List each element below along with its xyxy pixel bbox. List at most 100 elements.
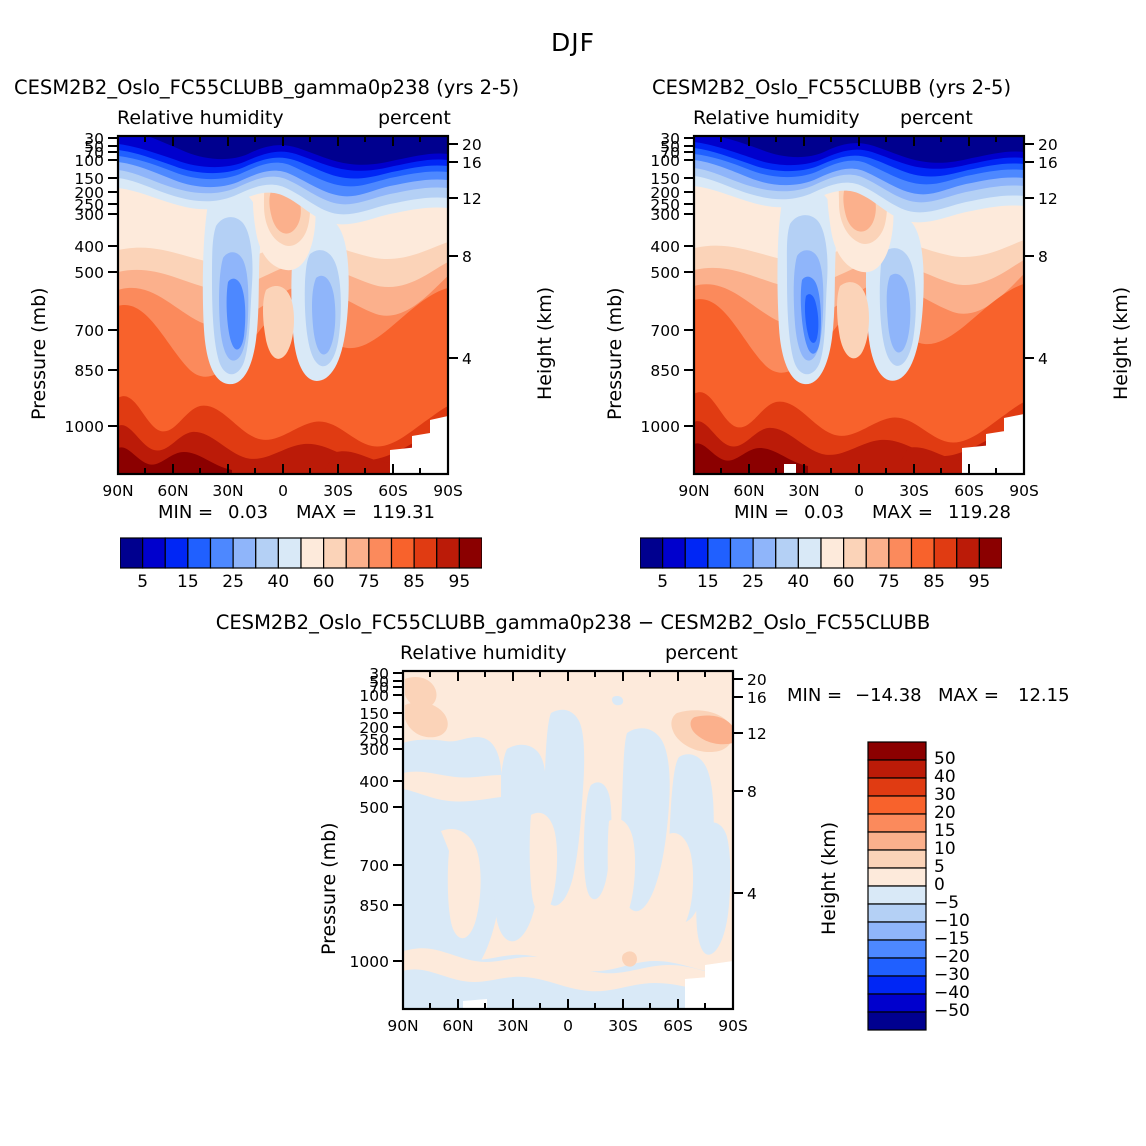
colorbar-tick-label: 60 [312, 572, 335, 592]
y-tick-700-top-right: 700 [650, 322, 680, 340]
season-title: DJF [550, 28, 595, 57]
colorbar-cell [933, 537, 958, 569]
colorbar-cell [323, 537, 347, 569]
colorbar-cell [232, 537, 257, 569]
colorbar-cell [865, 537, 890, 569]
max-value-bottom: 12.15 [1018, 685, 1070, 706]
y-axis-ticks-top-left [108, 137, 118, 427]
y-tick-300-top-left: 300 [74, 206, 104, 224]
colorbar-tick-label: 40 [787, 572, 810, 592]
x-tick-60S-bottom: 60S [663, 1017, 693, 1035]
y-tick-50-top-left: 50 [84, 138, 104, 156]
colorbar-cell [956, 537, 980, 569]
max-label-top-left: MAX = [296, 502, 357, 523]
colorbar-cell [867, 777, 927, 797]
x-tick-0-top-right: 0 [854, 482, 864, 500]
variable-label-bottom: Relative humidity [400, 642, 567, 664]
colorbar-cell [164, 537, 189, 569]
colorbar-vertical-labels: 50 40 30 20 15 10 5 0 −5 −10 −15 −20 −30 −40 −50 [934, 740, 1014, 1032]
colorbar-tick-label: −10 [934, 911, 970, 931]
y2-tick-4-top-left: 4 [462, 350, 472, 368]
variable-label-top-right: Relative humidity [693, 107, 860, 129]
colorbar-cell [978, 537, 1002, 569]
colorbar-cell [209, 537, 234, 569]
colorbar-cell [752, 537, 777, 569]
y-tick-1000-top-right: 1000 [640, 418, 680, 436]
colorbar-top-left[interactable] [120, 536, 482, 570]
colorbar-tick-label: −5 [934, 893, 960, 913]
colorbar-labels-top-right: 5 15 25 40 60 75 85 95 [640, 572, 1002, 598]
colorbar-cell [820, 537, 845, 569]
colorbar-tick-label: 10 [934, 839, 956, 859]
y2-tick-12-top-right: 12 [1038, 190, 1058, 208]
y2-tick-16-top-left: 16 [462, 154, 482, 172]
colorbar-cell [413, 537, 438, 569]
colorbar-cell [120, 537, 144, 569]
colorbar-vertical-bottom[interactable] [862, 740, 932, 1032]
plot-bottom-diff [393, 669, 743, 1011]
y-tick-70-top-right: 70 [660, 144, 680, 162]
colorbar-cell [187, 537, 212, 569]
colorbar-tick-label: 95 [448, 572, 471, 592]
colorbar-cell [867, 885, 927, 905]
y-tick-850-top-left: 850 [74, 362, 104, 380]
colorbar-tick-label: 85 [923, 572, 945, 592]
y2-axis-ticks-top-left [448, 143, 458, 359]
colorbar-tick-label: −15 [934, 929, 970, 949]
colorbar-tick-label: 60 [832, 572, 855, 592]
y-tick-1000-bottom: 1000 [349, 953, 389, 971]
panel-title-top-right: CESM2B2_Oslo_FC55CLUBB (yrs 2-5) [652, 76, 1012, 99]
colorbar-tick-label: 20 [934, 803, 956, 823]
y-tick-150-bottom: 150 [359, 705, 389, 723]
y-tick-850-top-right: 850 [650, 362, 680, 380]
colorbar-tick-label: −50 [934, 1001, 970, 1021]
colorbar-tick-label: 75 [878, 572, 900, 592]
y2-tick-16-top-right: 16 [1038, 154, 1058, 172]
colorbar-tick-label: 30 [934, 785, 956, 805]
colorbar-cell [867, 759, 927, 779]
x-tick-90N-top-left: 90N [102, 482, 134, 500]
min-label-bottom: MIN = [787, 685, 843, 706]
y2-axis-ticks-top-right [1024, 143, 1034, 359]
x-tick-30N-top-left: 30N [212, 482, 244, 500]
y2-tick-4-bottom: 4 [747, 885, 757, 903]
colorbar-cell [662, 537, 686, 569]
y-tick-400-top-left: 400 [74, 238, 104, 256]
y-axis-ticks-top-right [684, 137, 694, 427]
y-tick-30-top-right: 30 [660, 130, 680, 148]
min-label-top-left: MIN = [158, 502, 214, 523]
y-tick-30-top-left: 30 [84, 130, 104, 148]
plot-top-left [108, 134, 458, 476]
colorbar-cell [142, 537, 166, 569]
y-tick-70-top-left: 70 [84, 144, 104, 162]
x-tick-30S-top-left: 30S [323, 482, 353, 500]
colorbar-cell [368, 537, 393, 569]
y-tick-700-bottom: 700 [359, 857, 389, 875]
colorbar-tick-label: 5 [657, 572, 669, 592]
y2-tick-20-top-left: 20 [462, 136, 482, 154]
x-tick-60N-bottom: 60N [442, 1017, 474, 1035]
panel-title-top-left: CESM2B2_Oslo_FC55CLUBB_gamma0p238 (yrs 2… [14, 76, 520, 99]
y-tick-50-bottom: 50 [369, 673, 389, 691]
y-tick-150-top-left: 150 [74, 170, 104, 188]
colorbar-labels-top-left: 5 15 25 40 60 75 85 95 [120, 572, 482, 598]
variable-label-top-left: Relative humidity [117, 107, 284, 129]
colorbar-tick-label: 40 [934, 767, 956, 787]
colorbar-tick-label: 25 [222, 572, 244, 592]
colorbar-tick-label: 0 [934, 875, 945, 895]
colorbar-cell [277, 537, 302, 569]
y-tick-150-top-right: 150 [650, 170, 680, 188]
colorbar-tick-label: 75 [358, 572, 380, 592]
x-tick-0-top-left: 0 [278, 482, 288, 500]
colorbar-cell [888, 537, 913, 569]
y-tick-100-top-left: 100 [74, 152, 104, 170]
colorbar-top-right[interactable] [640, 536, 1002, 570]
units-label-top-right: percent [900, 107, 973, 129]
colorbar-tick-label: 50 [934, 749, 956, 769]
colorbar-cell [867, 939, 927, 959]
x-tick-30N-bottom: 30N [497, 1017, 529, 1035]
colorbar-cell [775, 537, 799, 569]
colorbar-tick-label: 40 [267, 572, 290, 592]
y-tick-1000-top-left: 1000 [64, 418, 104, 436]
y-tick-500-top-left: 500 [74, 264, 104, 282]
